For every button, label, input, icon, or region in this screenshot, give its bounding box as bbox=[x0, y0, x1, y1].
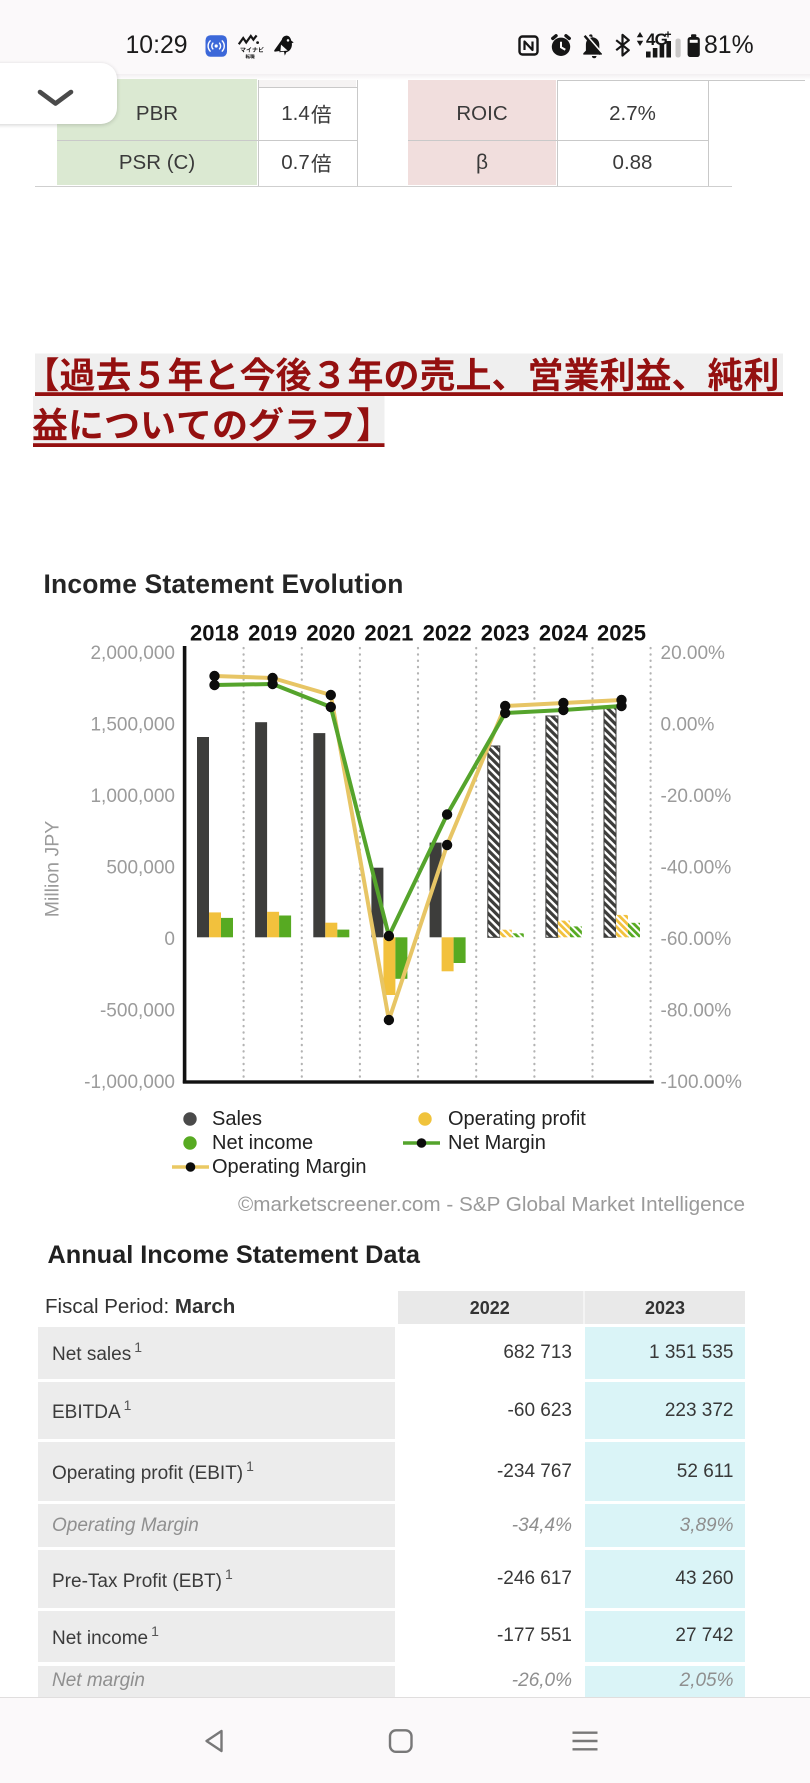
svg-text:Operating Margin: Operating Margin bbox=[212, 1156, 367, 1178]
svg-text:+: + bbox=[665, 28, 672, 42]
svg-text:©marketscreener.com - S&P Glob: ©marketscreener.com - S&P Global Market … bbox=[238, 1193, 745, 1216]
svg-text:-100.00%: -100.00% bbox=[661, 1072, 742, 1093]
svg-text:2023: 2023 bbox=[481, 621, 530, 646]
svg-text:2022: 2022 bbox=[423, 621, 472, 646]
svg-text:Million JPY: Million JPY bbox=[42, 821, 64, 917]
svg-text:Sales: Sales bbox=[212, 1108, 262, 1130]
svg-text:0.00%: 0.00% bbox=[661, 714, 715, 735]
svg-text:-1,000,000: -1,000,000 bbox=[84, 1072, 175, 1093]
svg-text:2020: 2020 bbox=[306, 621, 355, 646]
svg-text:4G: 4G bbox=[646, 30, 668, 49]
svg-text:Operating profit: Operating profit bbox=[448, 1108, 586, 1130]
svg-text:2019: 2019 bbox=[248, 621, 297, 646]
svg-text:Income Statement Evolution: Income Statement Evolution bbox=[44, 569, 404, 599]
svg-text:-20.00%: -20.00% bbox=[661, 786, 732, 807]
svg-text:-80.00%: -80.00% bbox=[661, 1000, 732, 1021]
svg-text:2024: 2024 bbox=[539, 621, 589, 646]
svg-text:2025: 2025 bbox=[597, 621, 646, 646]
svg-text:Net income: Net income bbox=[212, 1132, 313, 1154]
svg-text:-60.00%: -60.00% bbox=[661, 929, 732, 950]
svg-text:2018: 2018 bbox=[190, 621, 239, 646]
svg-text:0: 0 bbox=[164, 929, 175, 950]
svg-text:-40.00%: -40.00% bbox=[661, 857, 732, 878]
svg-text:1,500,000: 1,500,000 bbox=[90, 714, 175, 735]
svg-text:500,000: 500,000 bbox=[106, 857, 175, 878]
svg-text:Net Margin: Net Margin bbox=[448, 1132, 546, 1154]
svg-text:2,000,000: 2,000,000 bbox=[90, 643, 175, 664]
svg-text:-500,000: -500,000 bbox=[100, 1000, 175, 1021]
svg-text:2021: 2021 bbox=[364, 621, 413, 646]
svg-text:20.00%: 20.00% bbox=[661, 643, 726, 664]
svg-text:1,000,000: 1,000,000 bbox=[90, 786, 175, 807]
